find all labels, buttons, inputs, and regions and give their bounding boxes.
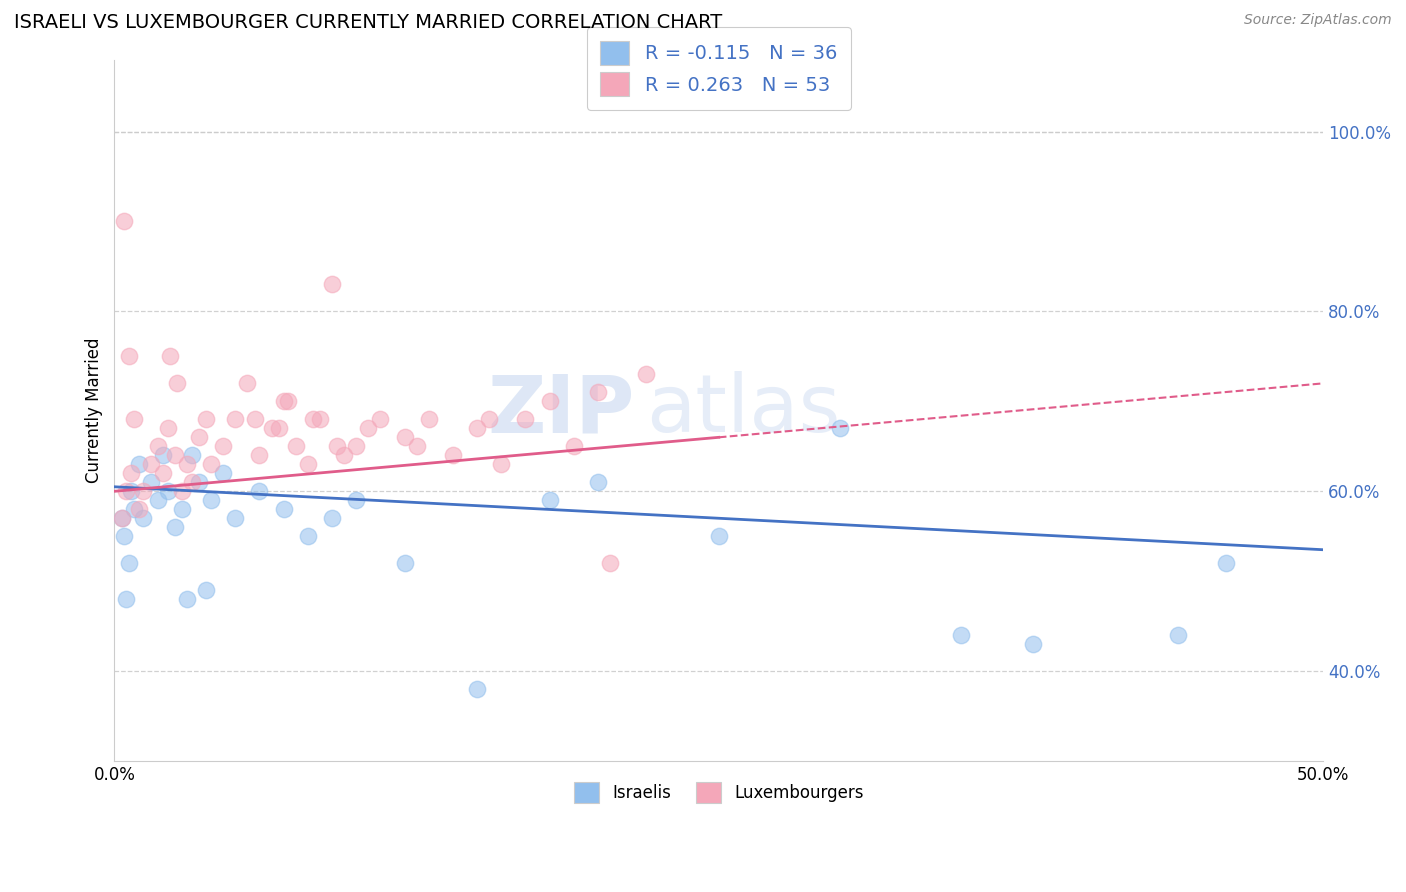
Point	[478, 412, 501, 426]
Point	[333, 448, 356, 462]
Point	[139, 475, 162, 490]
Point	[152, 448, 174, 462]
Point	[344, 493, 367, 508]
Point	[273, 394, 295, 409]
Point	[418, 412, 440, 426]
Point	[357, 421, 380, 435]
Point	[146, 439, 169, 453]
Point	[1022, 637, 1045, 651]
Point	[152, 467, 174, 481]
Point	[132, 484, 155, 499]
Point	[707, 529, 730, 543]
Point	[122, 502, 145, 516]
Point	[344, 439, 367, 453]
Point	[195, 412, 218, 426]
Point	[243, 412, 266, 426]
Point	[156, 484, 179, 499]
Point	[180, 448, 202, 462]
Point	[188, 475, 211, 490]
Point	[146, 493, 169, 508]
Point	[163, 520, 186, 534]
Point	[200, 493, 222, 508]
Point	[301, 412, 323, 426]
Point	[538, 493, 561, 508]
Point	[139, 458, 162, 472]
Point	[180, 475, 202, 490]
Point	[949, 628, 972, 642]
Point	[562, 439, 585, 453]
Point	[465, 682, 488, 697]
Point	[441, 448, 464, 462]
Text: atlas: atlas	[647, 371, 841, 450]
Point	[599, 556, 621, 570]
Point	[326, 439, 349, 453]
Point	[176, 592, 198, 607]
Point	[112, 529, 135, 543]
Text: Source: ZipAtlas.com: Source: ZipAtlas.com	[1244, 13, 1392, 28]
Point	[166, 376, 188, 391]
Point	[172, 484, 194, 499]
Point	[273, 502, 295, 516]
Point	[163, 448, 186, 462]
Point	[118, 350, 141, 364]
Point	[212, 467, 235, 481]
Point	[224, 412, 246, 426]
Point	[489, 458, 512, 472]
Point	[465, 421, 488, 435]
Text: ZIP: ZIP	[486, 371, 634, 450]
Point	[120, 467, 142, 481]
Text: ISRAELI VS LUXEMBOURGER CURRENTLY MARRIED CORRELATION CHART: ISRAELI VS LUXEMBOURGER CURRENTLY MARRIE…	[14, 13, 723, 32]
Point	[200, 458, 222, 472]
Point	[212, 439, 235, 453]
Point	[277, 394, 299, 409]
Point	[297, 529, 319, 543]
Point	[321, 277, 343, 292]
Point	[586, 385, 609, 400]
Point	[284, 439, 307, 453]
Point	[370, 412, 392, 426]
Point	[128, 502, 150, 516]
Point	[321, 511, 343, 525]
Point	[260, 421, 283, 435]
Point	[122, 412, 145, 426]
Point	[115, 484, 138, 499]
Point	[115, 592, 138, 607]
Point	[159, 350, 181, 364]
Point	[132, 511, 155, 525]
Point	[249, 448, 271, 462]
Point	[394, 430, 416, 444]
Point	[236, 376, 259, 391]
Point	[405, 439, 427, 453]
Point	[111, 511, 134, 525]
Point	[128, 458, 150, 472]
Point	[120, 484, 142, 499]
Legend: Israelis, Luxembourgers: Israelis, Luxembourgers	[561, 769, 877, 816]
Point	[828, 421, 851, 435]
Point	[156, 421, 179, 435]
Point	[112, 214, 135, 228]
Point	[394, 556, 416, 570]
Point	[586, 475, 609, 490]
Point	[195, 583, 218, 598]
Y-axis label: Currently Married: Currently Married	[86, 337, 103, 483]
Point	[1167, 628, 1189, 642]
Point	[172, 502, 194, 516]
Point	[118, 556, 141, 570]
Point	[111, 511, 134, 525]
Point	[188, 430, 211, 444]
Point	[515, 412, 537, 426]
Point	[176, 458, 198, 472]
Point	[538, 394, 561, 409]
Point	[297, 458, 319, 472]
Point	[636, 368, 658, 382]
Point	[249, 484, 271, 499]
Point	[224, 511, 246, 525]
Point	[267, 421, 290, 435]
Point	[309, 412, 332, 426]
Point	[1215, 556, 1237, 570]
